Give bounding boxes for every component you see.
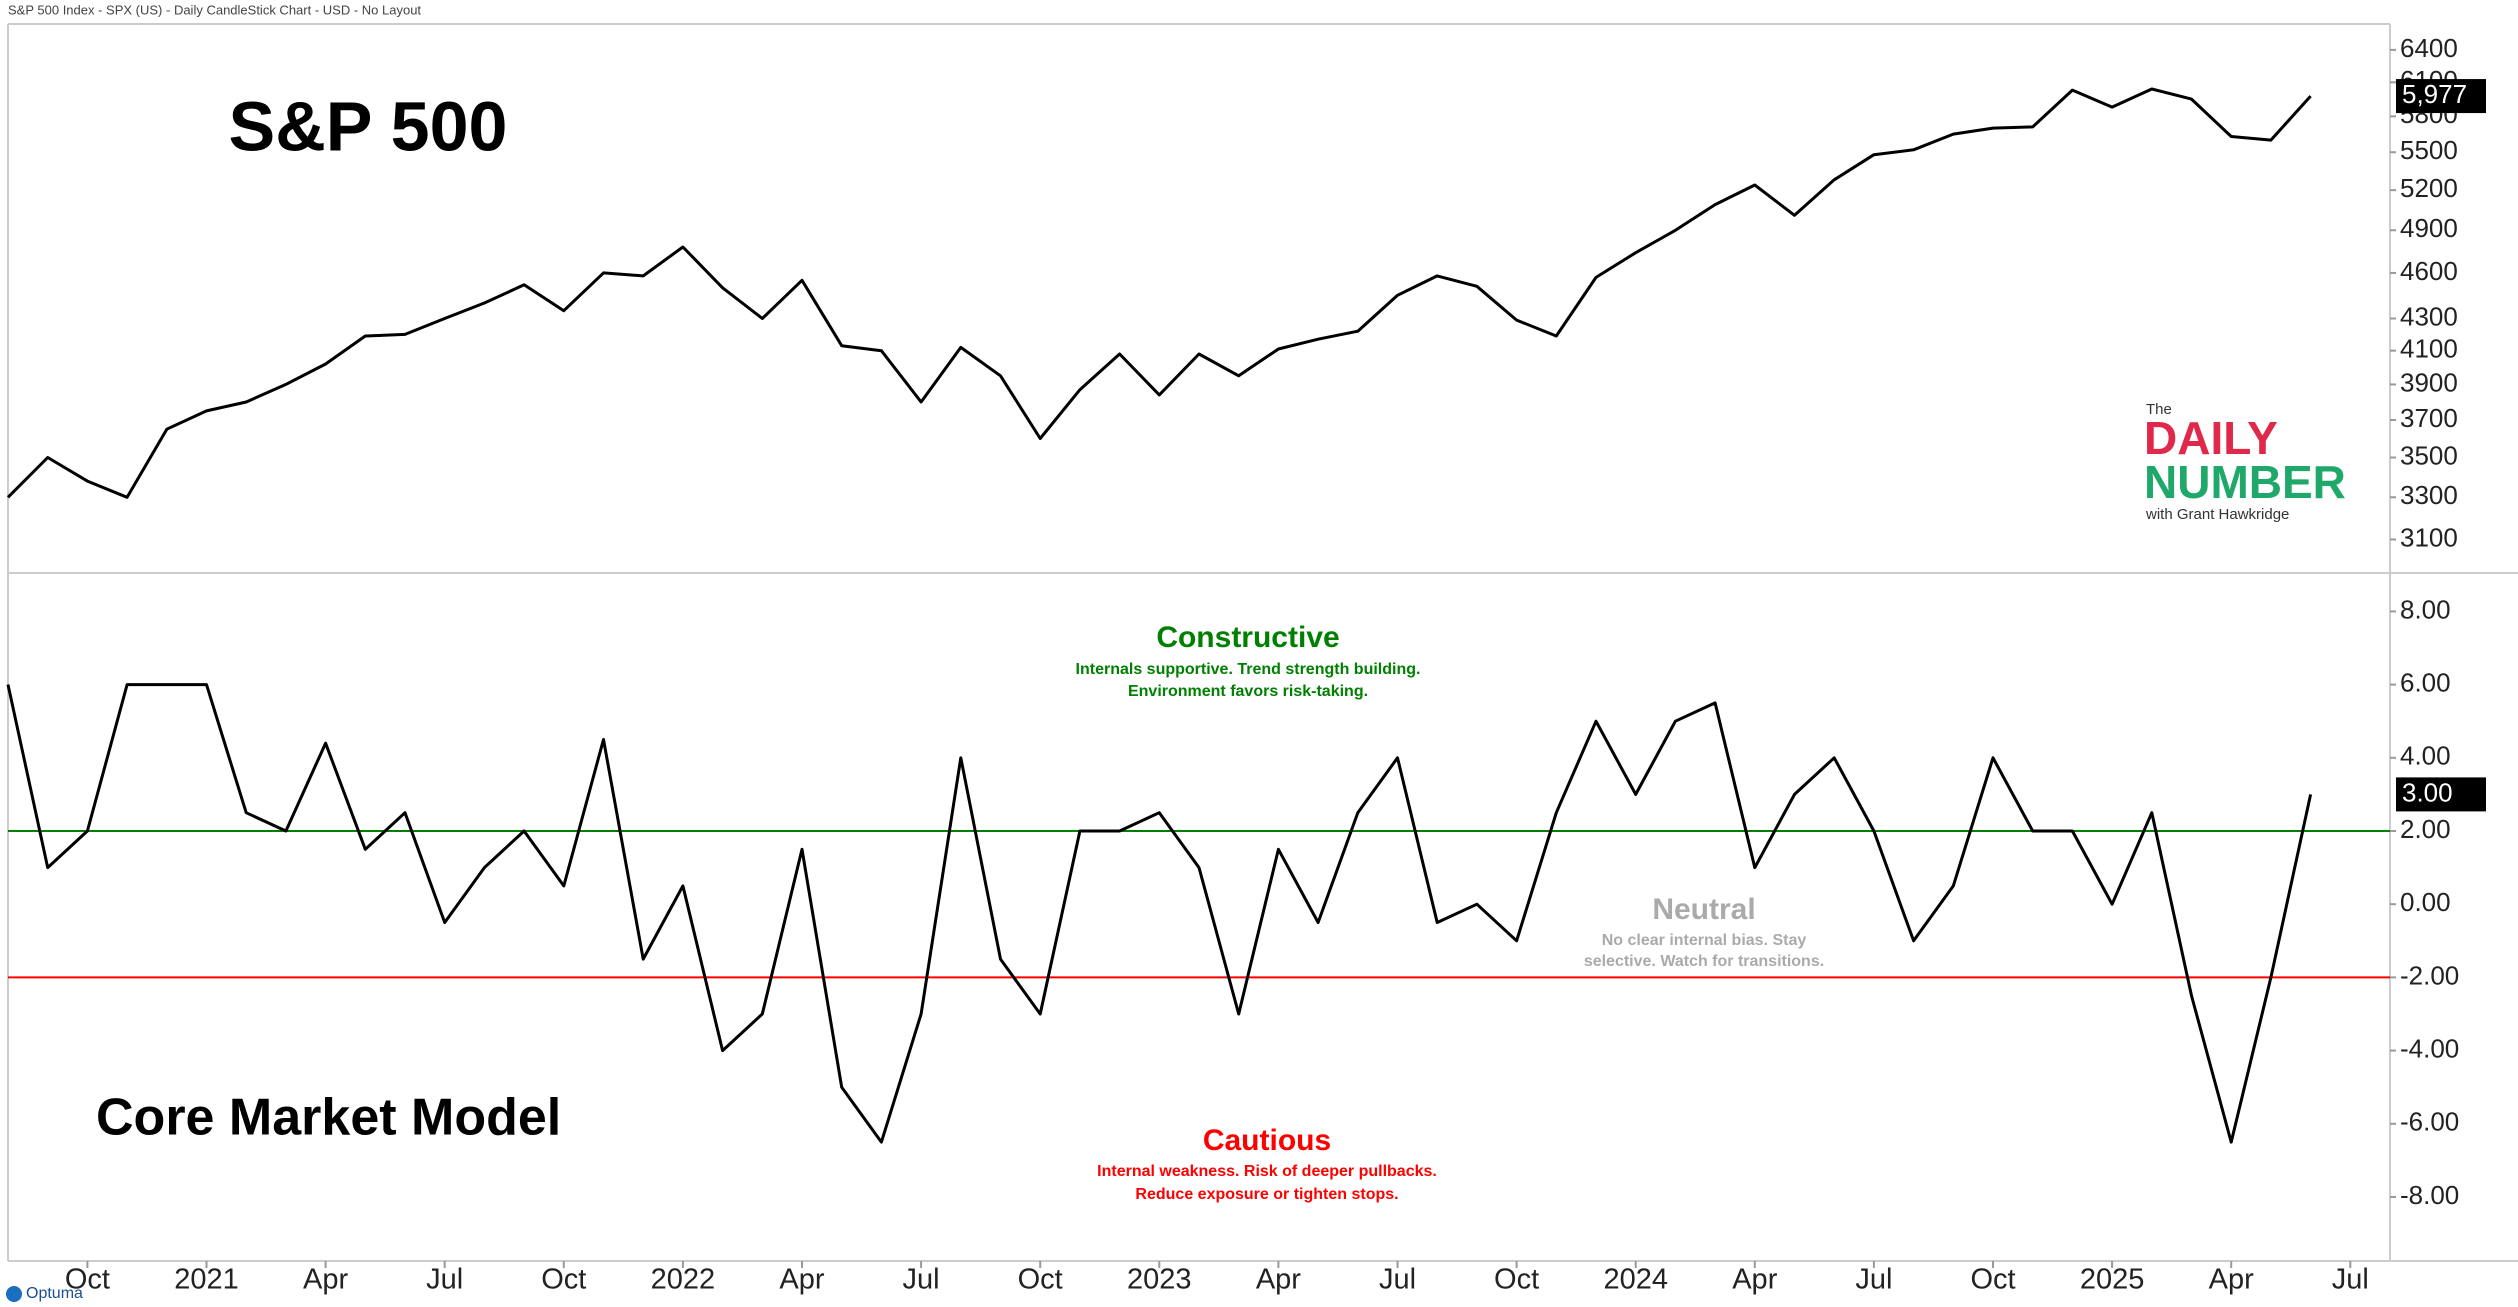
y-tick-label: 3700	[2400, 403, 2458, 433]
line-series	[6, 683, 2313, 1144]
y-tick-label: 4.00	[2400, 741, 2451, 771]
x-tick-label: Jul	[2332, 1264, 2369, 1296]
x-tick-label: Jul	[426, 1264, 463, 1296]
footer: Optuma	[26, 1285, 83, 1302]
logo-text: The	[2146, 401, 2172, 418]
annotation-title: Constructive	[1156, 621, 1339, 654]
y-tick-label: 6400	[2400, 33, 2458, 63]
y-tick-label: -2.00	[2400, 960, 2459, 990]
chart-title: S&P 500	[229, 87, 508, 165]
x-tick-label: Jul	[903, 1264, 940, 1296]
y-tick-label: 4300	[2400, 301, 2458, 331]
x-tick-label: 2022	[651, 1264, 716, 1296]
x-tick-label: Jul	[1379, 1264, 1416, 1296]
header: S&P 500 Index - SPX (US) - Daily CandleS…	[8, 2, 421, 17]
last-value-box	[2396, 79, 2486, 114]
x-tick-label: Oct	[1970, 1264, 2015, 1296]
y-tick-label: 3900	[2400, 367, 2458, 397]
x-tick-label: Apr	[1732, 1264, 1777, 1296]
y-tick-label: 5500	[2400, 135, 2458, 165]
annotation-text: Internal weakness. Risk of deeper pullba…	[1097, 1163, 1437, 1180]
x-tick-label: Oct	[1494, 1264, 1539, 1296]
y-tick-label: 8.00	[2400, 594, 2451, 624]
annotation-text: Environment favors risk-taking.	[1128, 683, 1368, 700]
y-tick-label: 3300	[2400, 480, 2458, 510]
x-tick-label: Oct	[1018, 1264, 1063, 1296]
x-tick-label: 2021	[174, 1264, 239, 1296]
annotation-text: No clear internal bias. Stay	[1602, 932, 1807, 949]
x-tick-label: Apr	[779, 1264, 824, 1296]
y-tick-label: 4100	[2400, 334, 2458, 364]
x-tick-label: Oct	[65, 1264, 110, 1296]
y-tick-label: -8.00	[2400, 1180, 2459, 1210]
last-value-box	[2396, 777, 2486, 812]
y-tick-label: 5200	[2400, 173, 2458, 203]
y-tick-label: 2.00	[2400, 814, 2451, 844]
annotation-text: Internals supportive. Trend strength bui…	[1076, 661, 1421, 678]
logo-text: NUMBER	[2144, 456, 2346, 508]
x-tick-label: Oct	[541, 1264, 586, 1296]
footer-icon	[6, 1286, 22, 1302]
y-tick-label: -4.00	[2400, 1033, 2459, 1063]
annotation-title: Neutral	[1652, 893, 1755, 926]
y-tick-label: 3500	[2400, 440, 2458, 470]
x-tick-label: 2024	[1603, 1264, 1668, 1296]
x-tick-label: 2025	[2080, 1264, 2145, 1296]
y-tick-label: 4600	[2400, 256, 2458, 286]
last-value-label: 3.00	[2402, 777, 2453, 807]
y-tick-label: 6.00	[2400, 667, 2451, 697]
y-tick-label: 0.00	[2400, 887, 2451, 917]
x-tick-label: Apr	[2209, 1264, 2254, 1296]
logo-text: with Grant Hawkridge	[2145, 506, 2289, 523]
annotation-text: selective. Watch for transitions.	[1584, 953, 1824, 970]
x-tick-label: 2023	[1127, 1264, 1192, 1296]
y-tick-label: 4900	[2400, 213, 2458, 243]
x-tick-label: Jul	[1855, 1264, 1892, 1296]
x-tick-label: Apr	[303, 1264, 348, 1296]
chart-title: Core Market Model	[96, 1089, 561, 1147]
logo-text: DAILY	[2144, 412, 2278, 464]
annotation-title: Cautious	[1203, 1124, 1331, 1157]
annotation-text: Reduce exposure or tighten stops.	[1135, 1186, 1398, 1203]
line-series	[6, 87, 2312, 499]
last-value-label: 5,977	[2402, 79, 2467, 109]
logo: The DAILY NUMBER with Grant Hawkridge	[2144, 401, 2346, 523]
y-tick-label: 3100	[2400, 522, 2458, 552]
y-tick-label: -6.00	[2400, 1107, 2459, 1137]
x-tick-label: Apr	[1256, 1264, 1301, 1296]
